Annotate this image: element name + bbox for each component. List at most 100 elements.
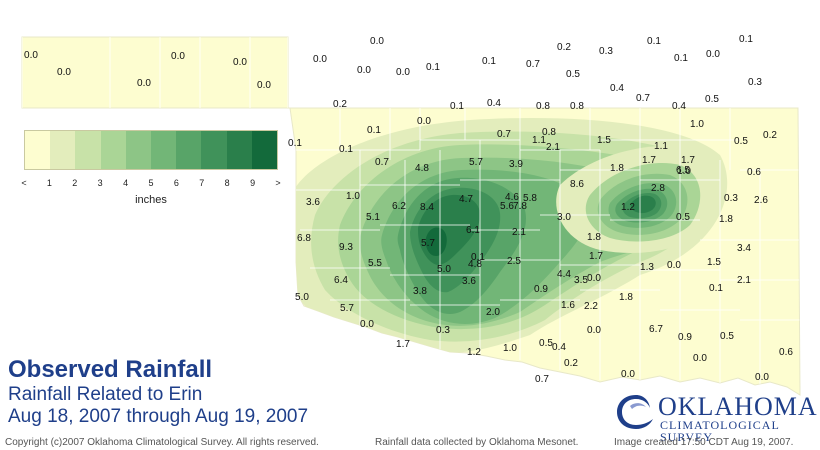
station-value: 0.5 [676,212,690,223]
station-value: 0.0 [257,80,271,91]
station-value: 0.0 [706,49,720,60]
ocs-logo-line2: CLIMATOLOGICAL SURVEY [660,418,780,444]
station-value: 0.1 [426,62,440,73]
station-value: 3.9 [509,159,523,170]
legend: <1 2 3 4 5 6 7 8 9 > inches [21,130,281,206]
legend-swatch [201,131,227,169]
legend-swatch [125,131,152,169]
station-value: 1.7 [681,155,695,166]
legend-tick-label: 9 [250,178,256,188]
station-value: 3.5 [574,275,588,286]
station-value: 4.8 [468,259,482,270]
county-boundaries [22,37,800,385]
station-value: 0.7 [526,59,540,70]
station-value: 1.1 [532,135,546,146]
station-value: 0.0 [755,372,769,383]
station-value: 0.5 [566,69,580,80]
station-value: 4.4 [557,269,571,280]
station-value: 0.1 [450,101,464,112]
legend-swatch [226,131,252,169]
station-value: 5.1 [366,212,380,223]
station-value: 1.0 [503,343,517,354]
legend-swatch [25,131,51,169]
station-value: 0.5 [705,94,719,105]
station-value: 0.1 [288,138,302,149]
station-value: 3.0 [557,212,571,223]
station-value: 0.5 [720,331,734,342]
station-value: 6.1 [466,225,480,236]
station-value: 0.8 [570,101,584,112]
legend-tick-label: > [275,178,281,188]
station-value: 0.7 [375,157,389,168]
station-value: 2.8 [651,183,665,194]
station-value: 1.5 [707,257,721,268]
station-value: 0.1 [339,144,353,155]
station-value: 1.0 [677,166,691,177]
station-value: 5.0 [295,292,309,303]
contour-east-8 [630,195,656,214]
station-value: 0.1 [739,34,753,45]
legend-swatch [251,131,278,169]
footer-created: Image created 17:50 CDT Aug 19, 2007. [614,437,794,448]
title-block: Observed Rainfall Rainfall Related to Er… [8,356,308,428]
legend-tick-label: 5 [148,178,154,188]
station-value: 0.7 [535,374,549,385]
station-value: 0.1 [709,283,723,294]
legend-swatch [100,131,126,169]
station-value: 0.1 [482,56,496,67]
station-value: 9.3 [339,242,353,253]
station-value: 0.1 [674,53,688,64]
station-value: 7.8 [513,201,527,212]
station-value: 0.3 [436,325,450,336]
station-value: 0.0 [233,57,247,68]
legend-tick-label: 6 [173,178,179,188]
station-value: 3.8 [413,286,427,297]
station-value: 3.6 [462,276,476,287]
station-value: 0.7 [636,93,650,104]
station-value: 1.7 [642,155,656,166]
station-value: 0.8 [536,101,550,112]
station-value: 1.2 [621,202,635,213]
station-value: 0.4 [672,101,686,112]
station-value: 5.7 [340,303,354,314]
legend-color-bar [24,130,278,170]
station-value: 0.0 [396,67,410,78]
station-value: 1.8 [719,214,733,225]
station-value: 0.0 [357,65,371,76]
station-value: 5.5 [368,258,382,269]
station-value: 2.5 [507,256,521,267]
station-value: 1.6 [561,300,575,311]
station-value: 0.0 [667,260,681,271]
station-value: 8.6 [570,179,584,190]
station-value: 5.7 [421,238,435,249]
station-value: 5.0 [437,264,451,275]
station-value: 0.0 [360,319,374,330]
station-value: 0.0 [587,325,601,336]
legend-tick-label: < [21,178,27,188]
station-value: 0.4 [610,83,624,94]
legend-tick-label: 3 [97,178,103,188]
station-value: 0.0 [137,78,151,89]
legend-tick-label: 1 [46,178,52,188]
station-value: 1.0 [346,191,360,202]
station-value: 6.8 [297,233,311,244]
station-value: 2.6 [754,195,768,206]
station-value: 0.5 [734,136,748,147]
legend-swatch [75,131,101,169]
legend-ticks: <1 2 3 4 5 6 7 8 9 > [21,178,281,192]
legend-tick-label: 4 [123,178,129,188]
station-value: 0.0 [370,36,384,47]
station-value: 0.0 [313,54,327,65]
legend-tick-label: 8 [224,178,230,188]
legend-units: inches [135,194,167,206]
footer-data-source: Rainfall data collected by Oklahoma Meso… [375,437,579,448]
station-value: 5.6 [500,201,514,212]
station-value: 6.2 [392,201,406,212]
station-value: 0.2 [763,130,777,141]
footer-copyright: Copyright (c)2007 Oklahoma Climatologica… [5,437,319,448]
station-value: 2.2 [584,301,598,312]
station-value: 2.1 [512,227,526,238]
station-value: 0.3 [748,77,762,88]
station-value: 0.0 [57,67,71,78]
